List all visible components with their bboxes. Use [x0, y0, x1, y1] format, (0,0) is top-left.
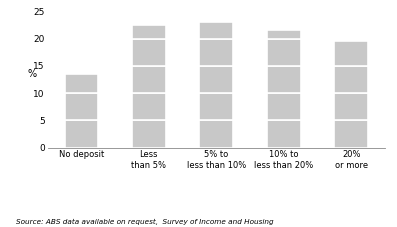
Bar	[334, 120, 368, 148]
Text: Source: ABS data available on request,  Survey of Income and Housing: Source: ABS data available on request, S…	[16, 219, 274, 225]
Bar	[132, 93, 166, 120]
Bar	[132, 25, 166, 39]
Bar	[267, 30, 301, 39]
Y-axis label: %: %	[27, 69, 37, 79]
Bar	[199, 22, 233, 39]
Bar	[334, 41, 368, 66]
Bar	[132, 39, 166, 66]
Bar	[64, 93, 98, 120]
Bar	[199, 93, 233, 120]
Bar	[199, 39, 233, 66]
Bar	[199, 66, 233, 93]
Bar	[64, 74, 98, 93]
Bar	[267, 39, 301, 66]
Bar	[334, 93, 368, 120]
Bar	[132, 120, 166, 148]
Bar	[267, 120, 301, 148]
Bar	[199, 120, 233, 148]
Bar	[334, 66, 368, 93]
Bar	[132, 66, 166, 93]
Bar	[267, 66, 301, 93]
Bar	[64, 120, 98, 148]
Bar	[267, 93, 301, 120]
